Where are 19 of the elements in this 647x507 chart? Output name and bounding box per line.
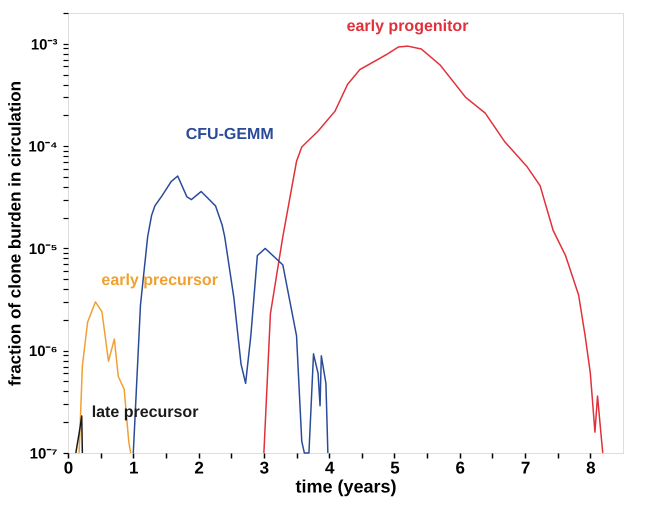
x-axis-title: time (years) [295, 476, 397, 496]
x-tick-label: 4 [324, 458, 335, 478]
x-tick-label: 3 [260, 458, 270, 478]
x-tick-label: 1 [129, 458, 139, 478]
y-tick-label: 10⁻⁵ [28, 240, 58, 258]
x-tick-label: 6 [456, 458, 465, 478]
text: CFU-GEMM [186, 126, 274, 144]
y-axis-title: fraction of clone burden in circulation [5, 80, 24, 386]
series-label: early precursor [101, 272, 218, 289]
y-tick-label: 10⁻³ [30, 36, 58, 54]
x-tick-label: 0 [64, 458, 74, 478]
y-tick-label: 10⁻⁴ [28, 138, 58, 156]
x-tick-label: 8 [586, 458, 596, 478]
y-tick-label: 10⁻⁶ [28, 343, 58, 360]
x-tick-label: 7 [520, 458, 530, 478]
y-tick-label: 10⁻⁷ [30, 446, 58, 462]
series-label: early progenitor [346, 18, 468, 36]
x-tick-label: 5 [390, 458, 400, 478]
x-tick-label: 2 [194, 458, 204, 478]
